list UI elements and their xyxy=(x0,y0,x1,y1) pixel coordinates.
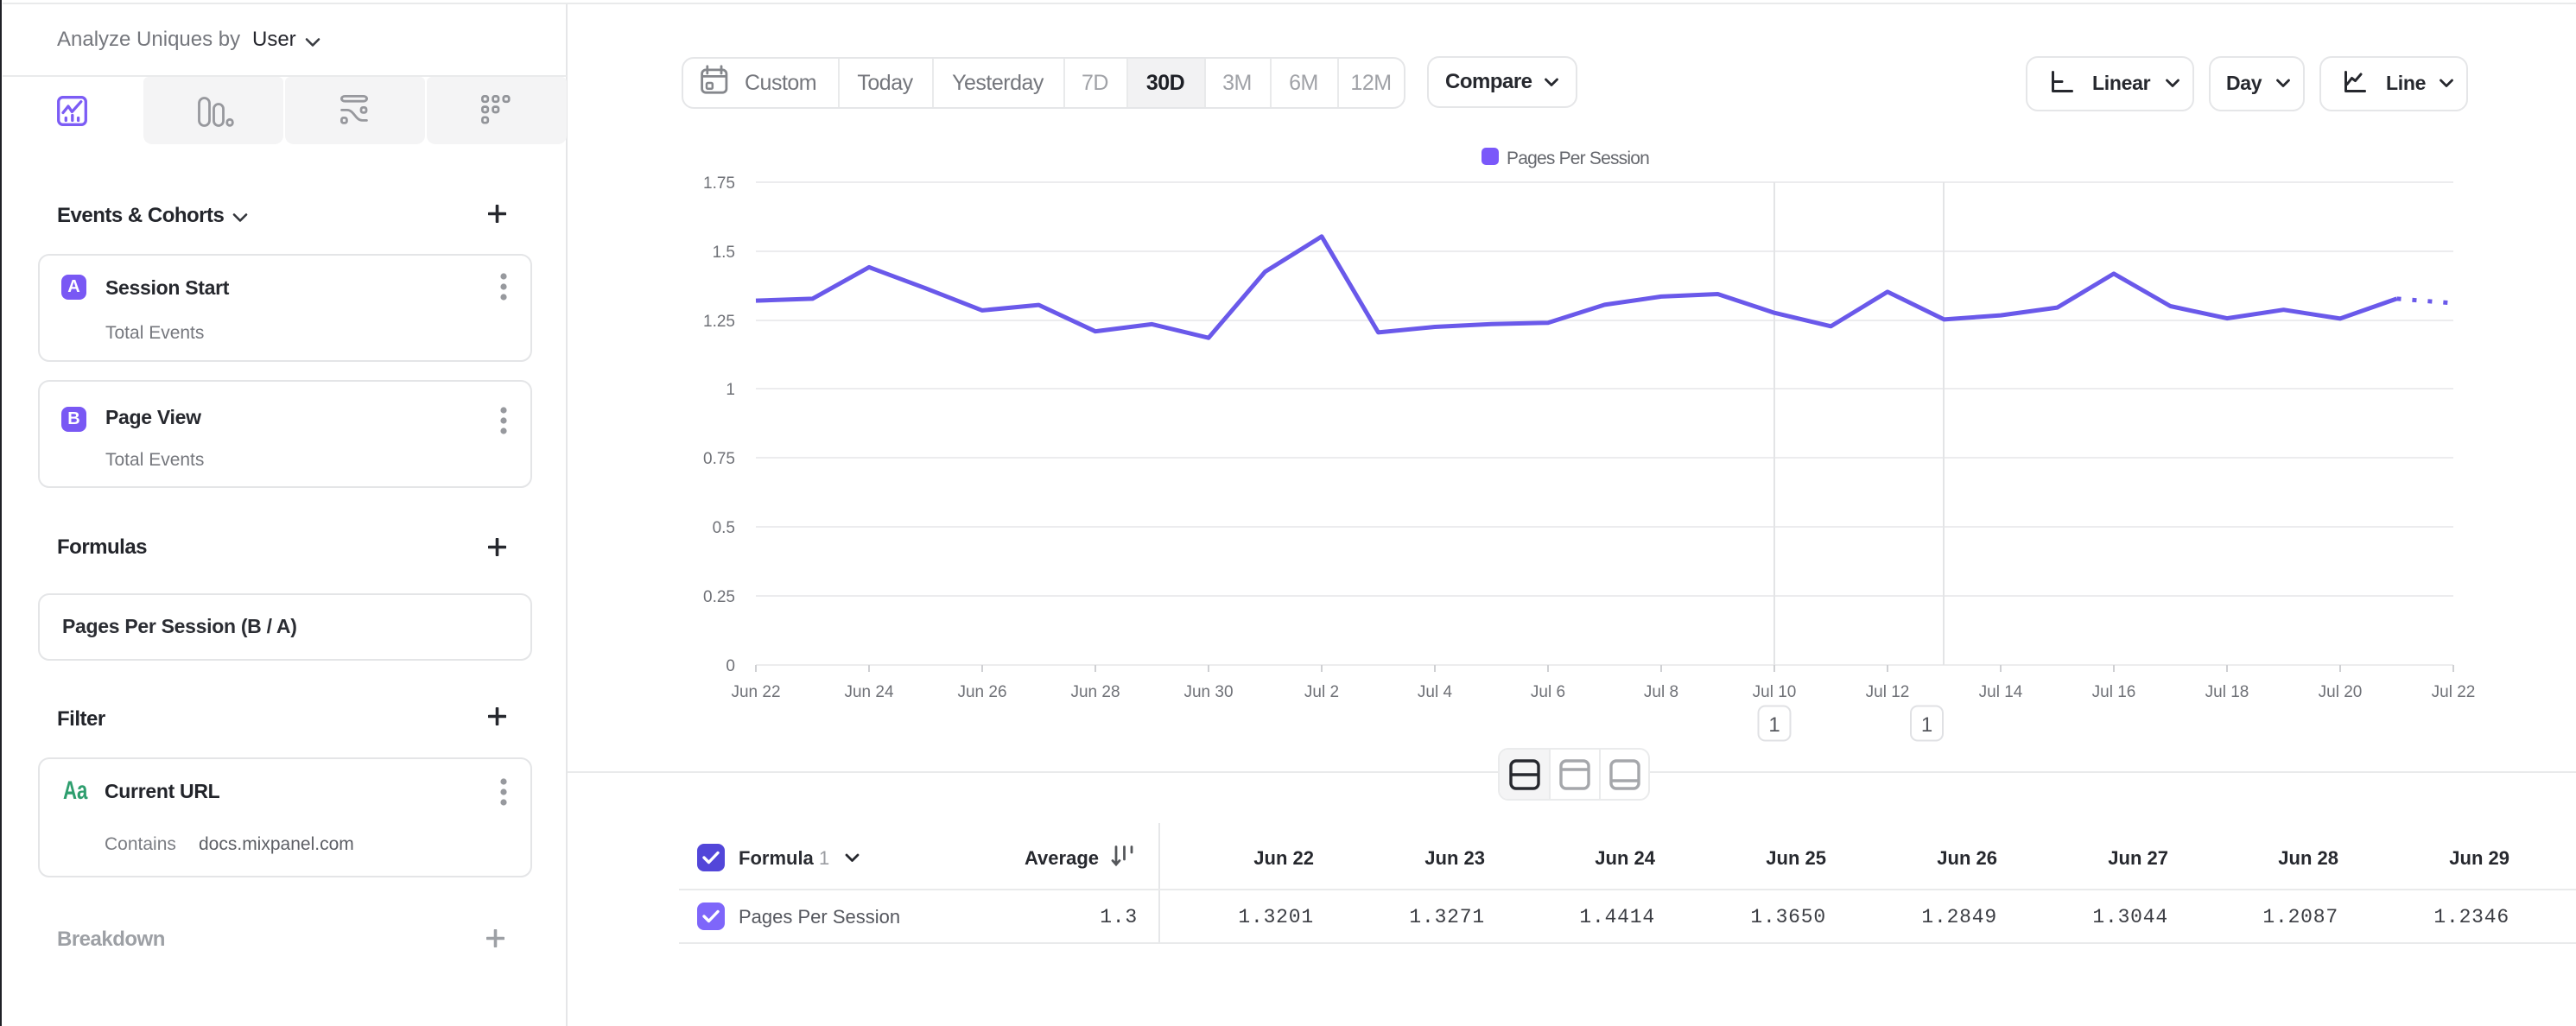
svg-text:1: 1 xyxy=(1768,713,1780,737)
svg-text:Jul 4: Jul 4 xyxy=(1418,683,1453,701)
svg-text:1: 1 xyxy=(1921,713,1932,737)
svg-text:Jul 12: Jul 12 xyxy=(1866,683,1910,701)
svg-text:Jul 8: Jul 8 xyxy=(1644,683,1678,701)
svg-text:Jul 20: Jul 20 xyxy=(2319,683,2363,701)
svg-text:Jul 18: Jul 18 xyxy=(2205,683,2249,701)
svg-text:0.25: 0.25 xyxy=(703,588,735,606)
svg-text:Jun 22: Jun 22 xyxy=(731,683,780,701)
svg-text:1.75: 1.75 xyxy=(703,174,735,193)
svg-text:Jul 22: Jul 22 xyxy=(2432,683,2476,701)
svg-text:Jun 26: Jun 26 xyxy=(957,683,1006,701)
svg-text:Pages Per Session: Pages Per Session xyxy=(1507,149,1649,168)
svg-text:Jun 28: Jun 28 xyxy=(1070,683,1120,701)
svg-text:1.5: 1.5 xyxy=(713,244,735,262)
svg-text:0: 0 xyxy=(726,657,735,675)
svg-text:1: 1 xyxy=(726,381,735,399)
svg-text:Jul 2: Jul 2 xyxy=(1304,683,1339,701)
svg-text:Jul 14: Jul 14 xyxy=(1979,683,2023,701)
svg-text:0.5: 0.5 xyxy=(713,519,735,537)
svg-text:Jul 6: Jul 6 xyxy=(1531,683,1565,701)
svg-text:1.25: 1.25 xyxy=(703,313,735,331)
svg-text:0.75: 0.75 xyxy=(703,450,735,468)
svg-text:Jun 30: Jun 30 xyxy=(1183,683,1233,701)
svg-text:Jul 10: Jul 10 xyxy=(1753,683,1797,701)
svg-text:Jul 16: Jul 16 xyxy=(2092,683,2136,701)
svg-text:Jun 24: Jun 24 xyxy=(844,683,893,701)
